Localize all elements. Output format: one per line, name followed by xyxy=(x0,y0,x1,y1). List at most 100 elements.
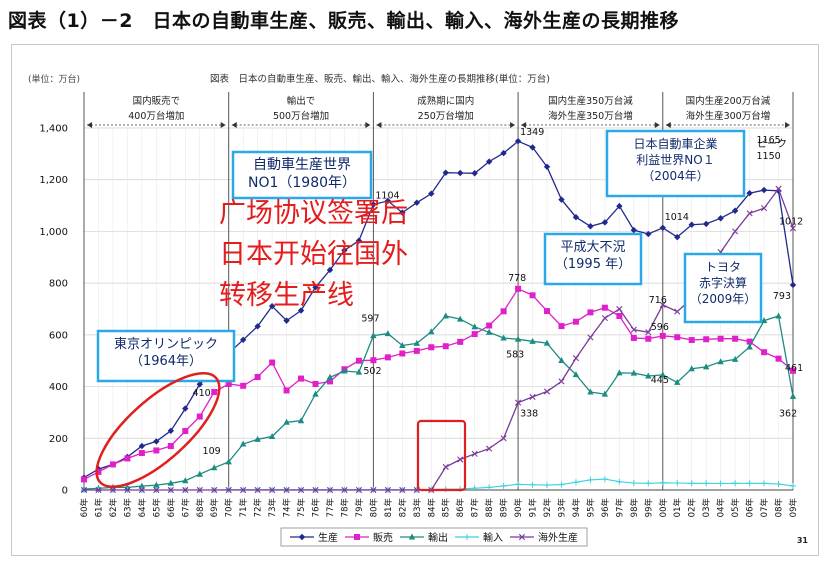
annotation-toyota-box xyxy=(683,252,763,324)
data-point-輸出 xyxy=(558,356,565,363)
data-point-販売 xyxy=(457,338,464,345)
x-tick-label: 82年 xyxy=(397,498,408,518)
overlay-text-line: 日本开始往国外 xyxy=(219,239,408,270)
data-point-生産 xyxy=(182,405,189,412)
data-point-販売 xyxy=(95,468,102,475)
period-arrowhead xyxy=(231,122,237,128)
data-point-販売 xyxy=(354,534,360,540)
data-point-販売 xyxy=(703,336,710,343)
data-point-生産 xyxy=(312,284,319,291)
data-point-販売 xyxy=(182,428,189,435)
data-point-生産 xyxy=(196,381,203,388)
data-label: 1104 xyxy=(375,191,399,202)
data-point-海外生産 xyxy=(240,486,247,494)
annotation-heisei-slump-text: 平成大不況 xyxy=(560,240,625,255)
x-tick-label: 92年 xyxy=(542,498,553,518)
data-point-輸出 xyxy=(268,432,276,439)
data-point-販売 xyxy=(442,343,449,350)
data-point-海外生産 xyxy=(225,486,232,494)
y-tick-label: 400 xyxy=(49,382,68,393)
data-point-輸入 xyxy=(775,481,782,488)
data-point-輸入 xyxy=(616,478,623,485)
data-point-輸出 xyxy=(702,363,710,370)
y-tick-label: 200 xyxy=(49,434,68,445)
data-label: 109 xyxy=(203,446,221,457)
data-point-輸出 xyxy=(616,369,623,376)
data-point-生産 xyxy=(746,189,753,197)
data-label: 597 xyxy=(361,314,379,325)
data-point-販売 xyxy=(659,332,666,339)
period-arrowhead xyxy=(785,122,790,128)
data-point-海外生産 xyxy=(514,399,522,406)
data-point-輸入 xyxy=(515,481,522,488)
annotation-jp-companies-text: （2004年） xyxy=(642,169,709,183)
data-point-輸出 xyxy=(312,390,319,397)
data-point-海外生産 xyxy=(182,486,189,494)
data-point-輸出 xyxy=(601,390,609,397)
data-point-生産 xyxy=(457,169,464,177)
data-point-生産 xyxy=(413,199,420,206)
data-point-海外生産 xyxy=(167,486,174,494)
x-tick-label: 66年 xyxy=(166,498,177,518)
data-point-輸出 xyxy=(326,373,334,380)
x-tick-label: 76年 xyxy=(311,498,322,518)
data-point-輸出 xyxy=(500,334,507,341)
data-point-販売 xyxy=(312,380,319,387)
period-arrowhead xyxy=(365,122,371,128)
data-label: 596 xyxy=(651,322,669,333)
highlight-rect xyxy=(416,419,467,492)
x-tick-label: 70年 xyxy=(224,498,235,518)
x-tick-label: 72年 xyxy=(253,498,264,518)
data-point-生産 xyxy=(254,323,261,330)
data-point-販売 xyxy=(269,359,276,366)
data-point-海外生産 xyxy=(312,486,319,494)
data-label: 502 xyxy=(363,366,381,377)
data-point-販売 xyxy=(790,367,796,374)
unit-label: (単位：万台) xyxy=(28,73,80,85)
x-tick-label: 65年 xyxy=(151,498,162,518)
x-tick-label: 97年 xyxy=(614,498,625,518)
data-point-生産 xyxy=(239,336,247,343)
data-label: 1014 xyxy=(665,212,689,223)
data-point-輸出 xyxy=(341,367,348,374)
x-tick-label: 86年 xyxy=(455,498,466,518)
data-point-生産 xyxy=(298,533,306,541)
data-point-販売 xyxy=(471,331,478,338)
x-tick-label: 60年 xyxy=(79,498,90,518)
annotation-world-no1-box xyxy=(231,150,373,200)
data-label: 716 xyxy=(649,295,667,306)
period-label-line2: 海外生産350万台増 xyxy=(548,110,633,122)
data-point-販売 xyxy=(240,382,247,389)
period-arrowhead xyxy=(665,122,671,128)
data-point-輸出 xyxy=(239,440,247,447)
data-point-輸入 xyxy=(587,476,594,483)
x-tick-label: 91年 xyxy=(528,498,539,518)
data-label: 1150 xyxy=(757,151,781,162)
data-label: 410 xyxy=(193,388,211,399)
data-point-海外生産 xyxy=(457,456,464,463)
data-point-販売 xyxy=(124,455,131,462)
data-point-販売 xyxy=(645,335,652,342)
data-point-生産 xyxy=(355,237,363,244)
data-point-輸出 xyxy=(717,358,724,365)
data-point-生産 xyxy=(283,317,290,324)
data-point-輸出 xyxy=(297,417,305,424)
x-tick-label: 06年 xyxy=(745,498,756,518)
data-point-生産 xyxy=(167,427,175,434)
data-point-販売 xyxy=(370,357,377,364)
data-point-輸入 xyxy=(746,480,753,487)
data-point-生産 xyxy=(529,144,536,151)
annotation-tokyo-olympics-text: （1964年） xyxy=(130,354,202,369)
data-label: 778 xyxy=(508,273,526,284)
data-point-生産 xyxy=(688,221,695,228)
annotation-tokyo-olympics-text: 東京オリンピック xyxy=(114,336,218,352)
x-tick-label: 77年 xyxy=(325,498,336,518)
data-point-生産 xyxy=(399,209,406,216)
data-point-輸入 xyxy=(703,480,710,487)
data-point-輸入 xyxy=(558,481,565,488)
data-point-海外生産 xyxy=(95,486,102,494)
data-point-生産 xyxy=(500,149,507,157)
data-point-輸出 xyxy=(731,355,739,362)
data-point-海外生産 xyxy=(645,329,652,336)
data-point-輸出 xyxy=(225,458,232,465)
